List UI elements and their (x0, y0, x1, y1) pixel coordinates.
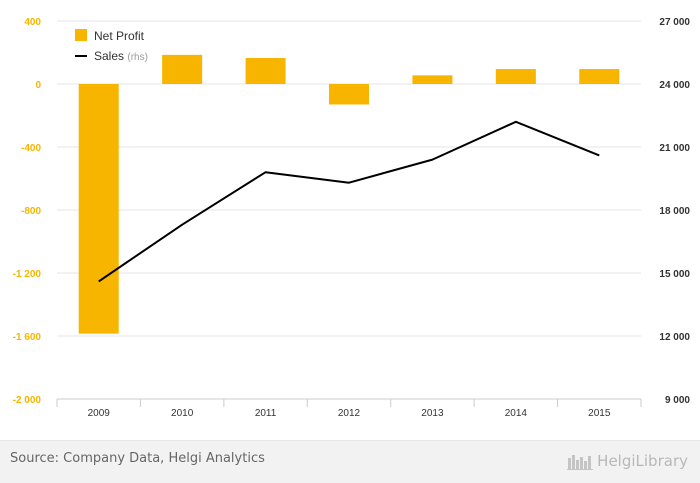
right-axis-tick-label: 18 000 (659, 206, 690, 217)
net-profit-bar (78, 84, 119, 334)
source-text: Source: Company Data, Helgi Analytics (10, 451, 265, 466)
left-axis-tick-label: -2 000 (13, 395, 42, 406)
left-axis-tick-label: -1 200 (13, 269, 42, 280)
brand-name: HelgiLibrary (597, 452, 688, 470)
net-profit-bar (412, 75, 453, 84)
x-axis-tick-label: 2014 (505, 408, 528, 419)
x-axis-tick-label: 2010 (171, 408, 194, 419)
net-profit-bar (162, 54, 203, 84)
net-profit-bar (495, 69, 536, 84)
sales-line (98, 120, 600, 283)
left-axis-tick-label: -800 (21, 206, 41, 217)
right-axis-tick-label: 27 000 (659, 17, 690, 28)
right-axis-tick-label: 15 000 (659, 269, 690, 280)
footer: Source: Company Data, Helgi Analytics He… (0, 440, 700, 483)
right-axis-tick-label: 12 000 (659, 332, 690, 343)
legend-swatch-net-profit (75, 29, 87, 41)
net-profit-bar (245, 58, 286, 84)
x-axis-tick-label: 2012 (338, 408, 361, 419)
brand-logo[interactable]: HelgiLibrary (567, 449, 688, 473)
net-profit-bar (329, 84, 369, 105)
chart: 400 0 -400 -800 -1 200 -1 600 -2 000 27 000 24 0… (13, 17, 691, 419)
legend-label-sales-suffix: (rhs) (127, 52, 148, 63)
left-axis-tick-label: 400 (24, 17, 41, 28)
left-axis-tick-label: -400 (21, 143, 41, 154)
x-axis-tick-label: 2011 (255, 408, 277, 419)
right-axis-tick-label: 21 000 (659, 143, 690, 154)
right-axis-tick-label: 9 000 (665, 395, 690, 406)
x-axis-tick-label: 2009 (88, 408, 111, 419)
legend-label-sales: Sales (rhs) (94, 49, 148, 63)
left-axis-tick-label: -1 600 (13, 332, 42, 343)
library-logo-icon (567, 455, 594, 470)
x-axis-tick-label: 2013 (421, 408, 444, 419)
right-axis-tick-label: 24 000 (659, 80, 690, 91)
left-axis-tick-label: 0 (35, 80, 41, 91)
x-axis-tick-label: 2015 (588, 408, 611, 419)
net-profit-bar (579, 69, 620, 84)
chart-svg: 400 0 -400 -800 -1 200 -1 600 -2 000 27 000 24 0… (13, 17, 691, 419)
legend-label-net-profit: Net Profit (94, 29, 145, 43)
